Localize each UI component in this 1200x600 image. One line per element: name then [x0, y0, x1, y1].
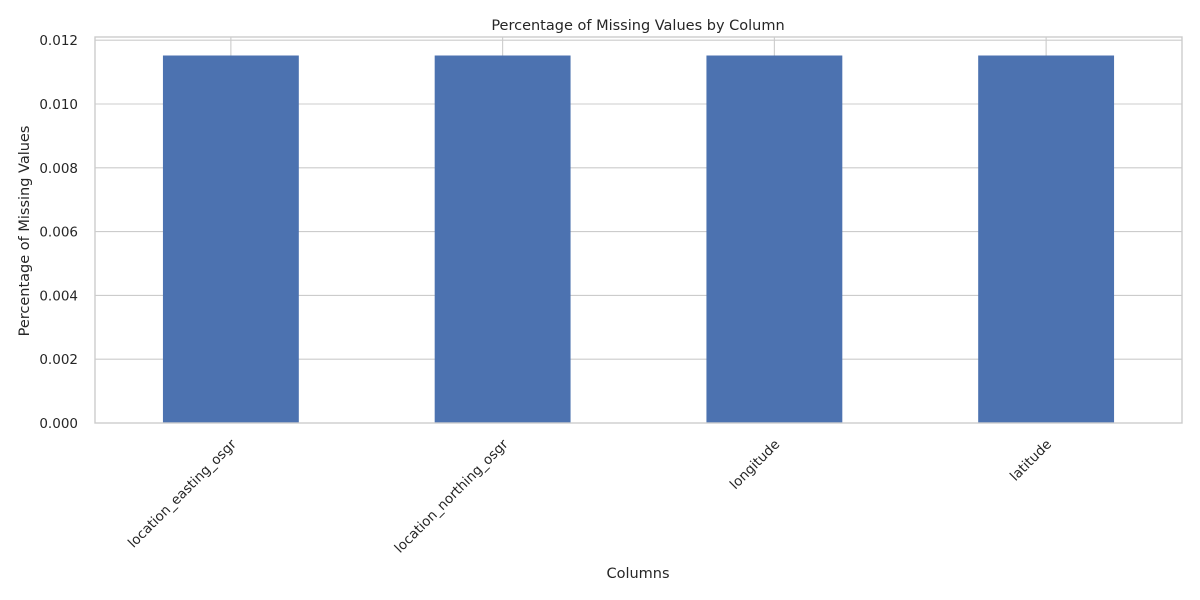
bar-latitude: [978, 55, 1115, 424]
x-tick-label: location_northing_osgr: [392, 436, 512, 556]
bar-location-northing-osgr: [434, 55, 571, 424]
y-tick-label: 0.000: [39, 416, 78, 432]
bar-longitude: [706, 55, 843, 424]
y-tick-label: 0.010: [39, 97, 78, 113]
x-axis-label: Columns: [606, 566, 669, 582]
x-tick-label: latitude: [1007, 437, 1055, 485]
y-tick-label: 0.002: [39, 352, 78, 368]
y-axis-label: Percentage of Missing Values: [17, 126, 33, 337]
y-tick-label: 0.008: [39, 161, 78, 177]
y-tick-label: 0.006: [39, 225, 78, 241]
x-tick-label: longitude: [727, 437, 783, 493]
bars: [162, 55, 1115, 424]
y-tick-label: 0.004: [39, 288, 78, 304]
y-tick-label: 0.012: [39, 33, 78, 49]
chart-title: Percentage of Missing Values by Column: [491, 18, 784, 34]
y-axis-ticks: 0.000 0.002 0.004 0.006 0.008 0.010 0.012: [39, 33, 78, 432]
x-axis-ticks: location_easting_osgr location_northing_o…: [125, 436, 1055, 556]
plot-frame: [94, 36, 1183, 424]
x-tick-label: location_easting_osgr: [125, 436, 240, 551]
bar-location-easting-osgr: [162, 55, 299, 424]
